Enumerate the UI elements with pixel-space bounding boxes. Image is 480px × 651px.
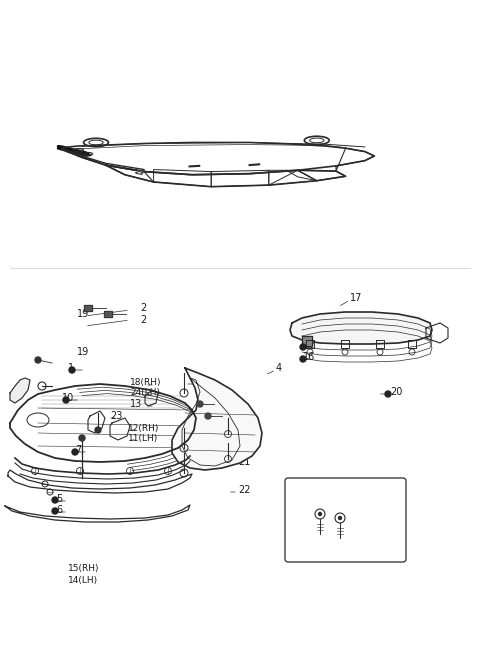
Text: 5: 5 (56, 494, 62, 504)
Polygon shape (135, 172, 143, 174)
Circle shape (319, 512, 322, 516)
Text: 22: 22 (238, 485, 251, 495)
Polygon shape (10, 378, 30, 403)
Circle shape (300, 356, 306, 362)
FancyBboxPatch shape (285, 478, 406, 562)
Text: 25: 25 (341, 530, 353, 540)
Text: 19: 19 (77, 309, 89, 319)
Circle shape (338, 516, 341, 519)
Circle shape (197, 401, 203, 407)
Polygon shape (172, 368, 262, 470)
Text: 7: 7 (75, 445, 81, 455)
Circle shape (205, 413, 211, 419)
Text: 14(LH): 14(LH) (68, 575, 98, 585)
Text: 9: 9 (208, 393, 214, 403)
Circle shape (35, 357, 41, 363)
Polygon shape (58, 146, 91, 156)
Circle shape (79, 435, 85, 441)
Text: 19: 19 (77, 347, 89, 357)
Text: 16: 16 (303, 352, 315, 362)
Text: 3: 3 (193, 443, 199, 453)
Circle shape (52, 497, 58, 503)
Circle shape (63, 397, 69, 403)
Text: 21: 21 (238, 457, 251, 467)
Text: 27: 27 (303, 340, 315, 350)
Circle shape (69, 367, 75, 373)
Polygon shape (104, 311, 112, 317)
Polygon shape (302, 336, 312, 346)
Text: 11(LH): 11(LH) (128, 434, 158, 443)
Text: 1: 1 (68, 363, 74, 373)
Text: (ATTACHED TO THE: (ATTACHED TO THE (294, 490, 380, 499)
Text: 23: 23 (110, 411, 122, 421)
Polygon shape (84, 305, 92, 311)
Text: 6: 6 (56, 505, 62, 515)
Text: 13: 13 (130, 399, 142, 409)
Text: 4: 4 (276, 363, 282, 373)
Text: 12(RH): 12(RH) (128, 424, 159, 432)
Text: NO.PLATE): NO.PLATE) (313, 503, 360, 512)
Text: 15(RH): 15(RH) (68, 564, 99, 572)
Text: 8: 8 (196, 377, 202, 387)
Circle shape (95, 427, 101, 433)
Text: 26: 26 (222, 407, 234, 417)
Text: 10: 10 (62, 393, 74, 403)
Text: 2: 2 (140, 315, 146, 325)
Polygon shape (290, 312, 432, 344)
Text: 2: 2 (140, 303, 146, 313)
Circle shape (385, 391, 391, 397)
Text: 24(LH): 24(LH) (130, 389, 160, 398)
Circle shape (300, 344, 306, 350)
Text: 17: 17 (350, 293, 362, 303)
Circle shape (52, 508, 58, 514)
Text: 18(RH): 18(RH) (130, 378, 161, 387)
Text: 20: 20 (390, 387, 402, 397)
Circle shape (72, 449, 78, 455)
